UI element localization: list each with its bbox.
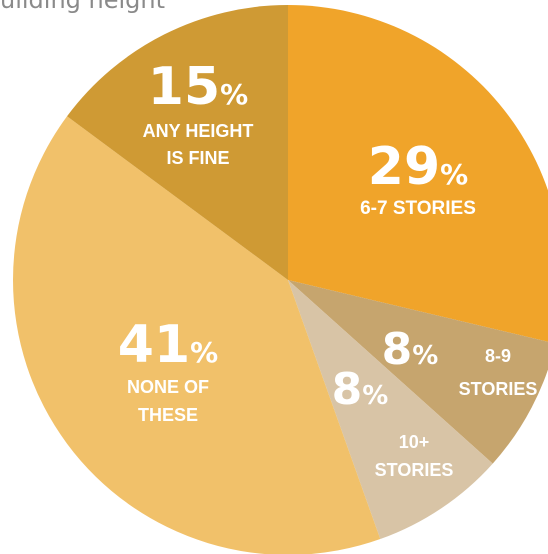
pie-slice-1 (288, 280, 548, 464)
slice-percent-3: 41% (118, 315, 218, 375)
slice-suffix-1: % (412, 341, 438, 371)
slice-label-2-line-1: STORIES (375, 460, 454, 480)
slice-label-group-1: 8% 8-9 STORIES (382, 324, 538, 399)
slice-suffix-4: % (220, 78, 248, 111)
slice-label-0-line-0: 6-7 STORIES (360, 198, 476, 219)
slice-label-group-0: 29%6-7 STORIES (360, 137, 476, 219)
slice-suffix-3: % (190, 336, 218, 369)
slice-value-0: 29 (368, 137, 440, 197)
slice-value-4: 15 (148, 57, 220, 117)
slice-label-group-4: 15% ANY HEIGHT IS FINE (143, 57, 254, 168)
slice-percent-4: 15% (148, 57, 248, 117)
slice-percent-2: 8% (332, 364, 389, 415)
slice-suffix-0: % (440, 158, 468, 191)
slice-percent-0: 29% (368, 137, 468, 197)
slice-label-group-2: 8% 10+ STORIES (332, 364, 454, 480)
slice-percent-1: 8% (382, 324, 439, 375)
slice-label-4-line-0: ANY HEIGHT (143, 121, 254, 141)
slice-value-1: 8 (382, 324, 413, 375)
cropped-heading: uilding height (0, 0, 166, 14)
slice-suffix-2: % (362, 381, 388, 411)
slice-label-3-line-1: THESE (138, 405, 198, 425)
pie-slices (13, 5, 548, 554)
slice-label-3-line-0: NONE OF (127, 377, 209, 397)
slice-label-4-line-1: IS FINE (166, 148, 229, 168)
slice-label-1-line-1: STORIES (459, 379, 538, 399)
pie-slice-2 (288, 280, 493, 540)
slice-value-2: 8 (332, 364, 363, 415)
pie-slice-3 (13, 116, 381, 554)
slice-label-1-line-0: 8-9 (485, 346, 511, 366)
pie-slice-4 (67, 5, 288, 280)
slice-label-2-line-0: 10+ (399, 432, 430, 452)
slice-value-3: 41 (118, 315, 190, 375)
pie-slice-0 (288, 5, 548, 342)
